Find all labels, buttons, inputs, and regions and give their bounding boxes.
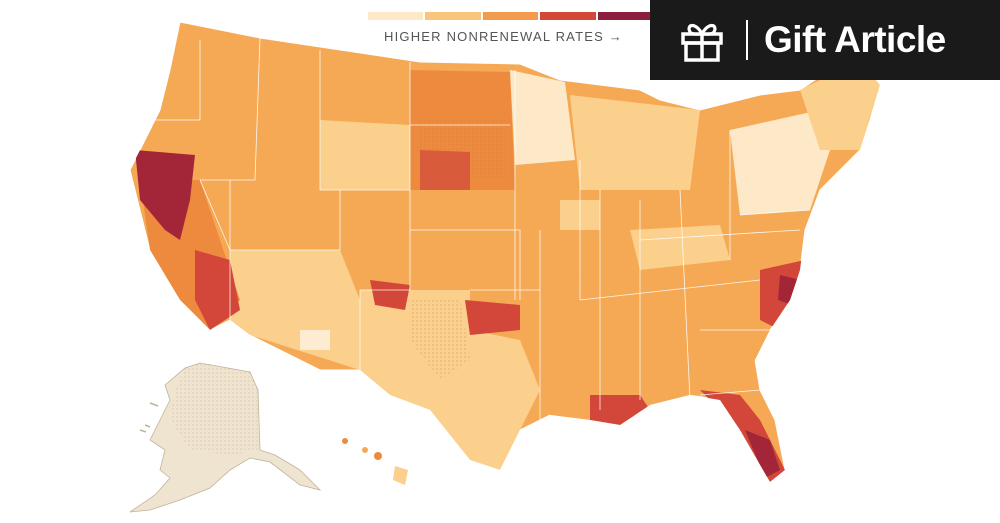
region-gulf-coast bbox=[590, 395, 650, 425]
hawaii bbox=[342, 438, 408, 485]
region-no-data-1 bbox=[300, 330, 330, 350]
region-oklahoma bbox=[465, 300, 520, 335]
legend-swatch-5 bbox=[597, 12, 654, 20]
alaska-dotted bbox=[170, 363, 260, 455]
region-nebraska-high bbox=[420, 150, 470, 190]
hawaii-big-island bbox=[393, 466, 408, 485]
legend-swatch-4 bbox=[540, 12, 596, 20]
region-socal-high bbox=[195, 250, 240, 330]
legend-swatch-2 bbox=[425, 12, 481, 20]
region-south bbox=[540, 260, 770, 425]
legend-color-scale bbox=[368, 12, 654, 20]
gift-divider bbox=[746, 20, 748, 60]
region-minnesota bbox=[510, 70, 575, 165]
region-florida-south bbox=[745, 430, 780, 478]
legend-swatch-3 bbox=[482, 12, 539, 20]
region-texas-dotted bbox=[410, 300, 470, 380]
region-new-england bbox=[800, 60, 880, 150]
gift-article-button[interactable]: Gift Article bbox=[650, 0, 1000, 80]
map-legend: HIGHER NONRENEWAL RATES → bbox=[368, 12, 654, 52]
region-texas bbox=[360, 290, 540, 470]
hawaii-island-2 bbox=[362, 447, 368, 453]
alaska bbox=[129, 362, 322, 513]
legend-label: HIGHER NONRENEWAL RATES → bbox=[384, 29, 623, 44]
legend-swatch-1 bbox=[368, 12, 424, 20]
alaska-islands bbox=[139, 402, 159, 433]
gift-icon bbox=[681, 23, 723, 62]
region-carolina-core bbox=[778, 275, 800, 305]
hawaii-island-3 bbox=[374, 452, 382, 460]
county-regions bbox=[135, 60, 880, 482]
state-borders bbox=[140, 37, 811, 420]
region-new-mexico-high bbox=[370, 280, 410, 310]
region-norcal-high bbox=[135, 150, 195, 240]
hawaii-island-1 bbox=[342, 438, 348, 444]
region-wyoming bbox=[320, 120, 410, 190]
gift-article-label: Gift Article bbox=[764, 19, 946, 60]
region-great-lakes bbox=[570, 95, 700, 190]
region-new-york-pa bbox=[730, 110, 830, 215]
